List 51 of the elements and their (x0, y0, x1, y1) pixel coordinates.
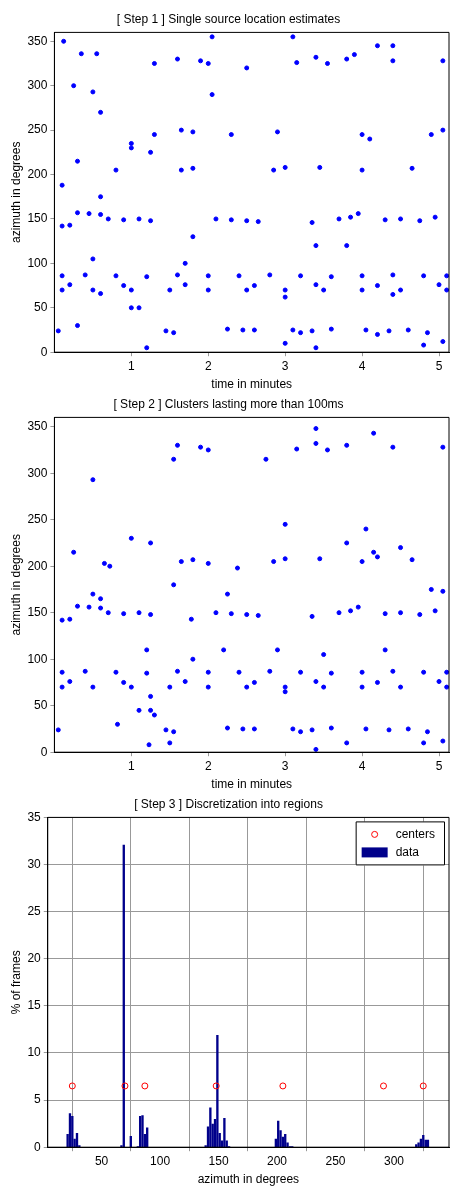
y-tick-label: 20 (27, 951, 42, 966)
x-tick-label: 3 (281, 358, 289, 373)
y-tick-label: 5 (34, 1092, 42, 1107)
y-tick-label: 300 (27, 78, 48, 93)
y-tick-label: 200 (27, 558, 48, 573)
x-axis-title: azimuth in degrees (197, 1172, 300, 1187)
y-tick-label: 10 (27, 1045, 42, 1060)
x-tick-label: 2 (204, 758, 212, 773)
y-tick-label: 50 (34, 300, 48, 315)
x-tick-label: 300 (384, 1153, 405, 1168)
y-tick-label: 300 (27, 465, 48, 480)
x-tick-label: 200 (267, 1153, 288, 1168)
y-tick-label: 30 (27, 856, 42, 871)
y-tick-label: 200 (27, 166, 48, 181)
y-tick-label: 35 (27, 809, 42, 824)
x-tick-label: 4 (358, 758, 366, 773)
x-tick-label: 3 (281, 758, 289, 773)
x-tick-label: 2 (204, 358, 212, 373)
x-tick-label: 1 (127, 758, 135, 773)
x-axis-title: time in minutes (211, 777, 293, 792)
y-tick-label: 250 (27, 512, 48, 527)
y-tick-label: 15 (27, 998, 42, 1013)
y-tick-label: 100 (27, 255, 48, 270)
y-tick-label: 250 (27, 122, 48, 137)
x-tick-label: 250 (325, 1153, 346, 1168)
y-axis-title: azimuth in degrees (8, 141, 23, 243)
x-tick-label: 150 (208, 1153, 229, 1168)
legend-label: centers (395, 826, 436, 841)
y-tick-label: 150 (27, 211, 48, 226)
y-tick-label: 50 (34, 698, 48, 713)
x-tick-label: 1 (127, 358, 135, 373)
x-axis-title: time in minutes (211, 377, 293, 392)
x-tick-label: 5 (435, 758, 443, 773)
legend-label: data (395, 844, 420, 859)
y-tick-label: 0 (34, 1139, 42, 1154)
y-tick-label: 25 (27, 903, 42, 918)
chart-title: [ Step 1 ] Single source location estimates (116, 11, 341, 26)
x-tick-label: 100 (150, 1153, 171, 1168)
chart-title: [ Step 2 ] Clusters lasting more than 100ms (113, 396, 344, 411)
y-tick-label: 350 (27, 33, 48, 48)
y-axis-title: azimuth in degrees (8, 534, 23, 636)
x-tick-label: 5 (435, 358, 443, 373)
y-tick-label: 100 (27, 651, 48, 666)
x-tick-label: 4 (358, 358, 366, 373)
y-tick-label: 150 (27, 605, 48, 620)
chart-title: [ Step 3 ] Discretization into regions (134, 796, 323, 811)
x-tick-label: 50 (94, 1153, 109, 1168)
y-axis-title: % of frames (8, 950, 23, 1015)
y-tick-label: 0 (40, 344, 48, 359)
y-tick-label: 350 (27, 419, 48, 434)
y-tick-label: 0 (40, 744, 48, 759)
